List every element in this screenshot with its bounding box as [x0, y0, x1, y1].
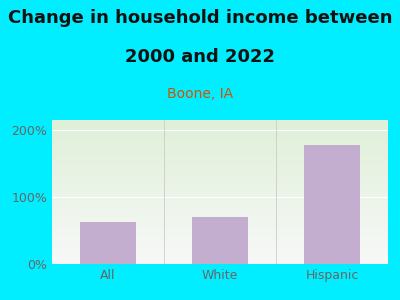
Bar: [192, 217, 248, 264]
Bar: [304, 145, 360, 264]
Bar: [80, 222, 136, 264]
Text: 2000 and 2022: 2000 and 2022: [125, 48, 275, 66]
Text: Boone, IA: Boone, IA: [167, 87, 233, 101]
Text: Change in household income between: Change in household income between: [8, 9, 392, 27]
